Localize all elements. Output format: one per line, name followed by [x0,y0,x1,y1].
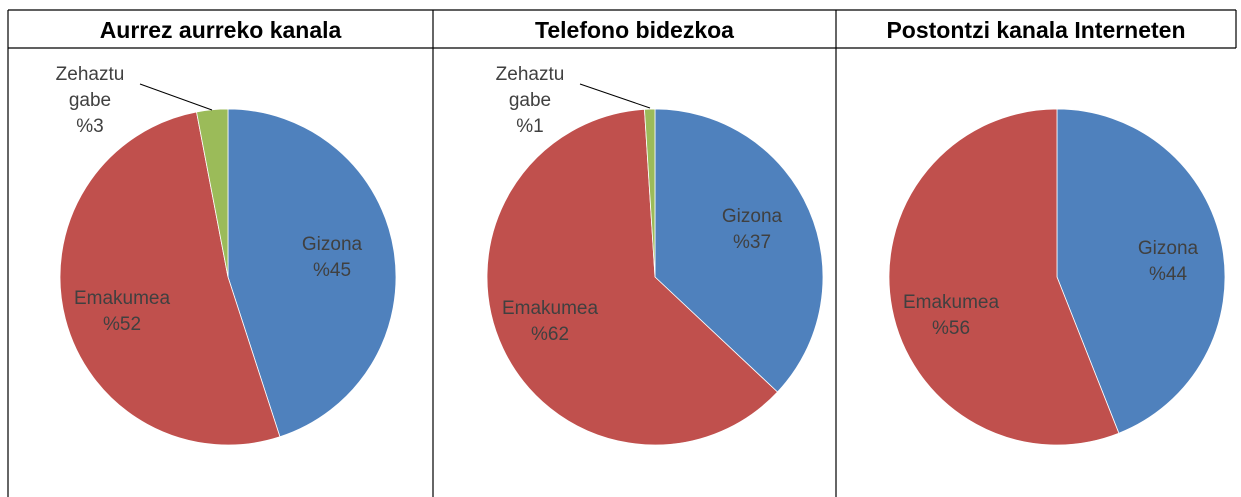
pie-slice [654,108,824,393]
category-label: Emakumea [902,292,1000,313]
category-label: Zehaztu gabe [55,64,125,111]
leader-line [139,83,213,111]
data-label: Zehaztu gabe %3 [55,62,125,140]
column-title: Postontzi kanala Interneten [886,17,1186,43]
data-label: Gizona %45 [302,232,362,284]
category-label: Zehaztu gabe [495,64,565,111]
category-label: Gizona [301,234,363,255]
data-label: Gizona %37 [722,204,782,256]
pie-slice [888,108,1120,446]
data-label: Gizona %44 [1138,236,1198,288]
pie-slice [644,108,656,278]
leader-line [579,83,651,109]
column-title: Telefono bidezkoa [535,17,734,43]
category-label: Gizona [1137,238,1199,259]
value-label: %45 [312,260,352,281]
value-label: %37 [732,232,772,253]
value-label: %62 [530,324,570,345]
category-label: Emakumea [501,298,599,319]
value-label: %1 [516,116,544,137]
pie-slice [486,108,779,446]
data-label: Emakumea %56 [903,290,999,342]
value-label: %3 [76,116,104,137]
pie-slice [1056,108,1226,434]
pie-slice [196,108,229,278]
value-label: %44 [1148,264,1188,285]
value-label: %56 [931,318,971,339]
borders [7,9,1237,497]
data-label: Emakumea %52 [74,286,170,338]
category-label: Emakumea [73,288,171,309]
column-title: Aurrez aurreko kanala [99,17,342,43]
data-label: Zehaztu gabe %1 [495,62,565,140]
pie-slice [227,108,397,438]
category-label: Gizona [721,206,783,227]
pie-slice [59,111,281,446]
value-label: %52 [102,314,142,335]
data-label: Emakumea %62 [502,296,598,348]
